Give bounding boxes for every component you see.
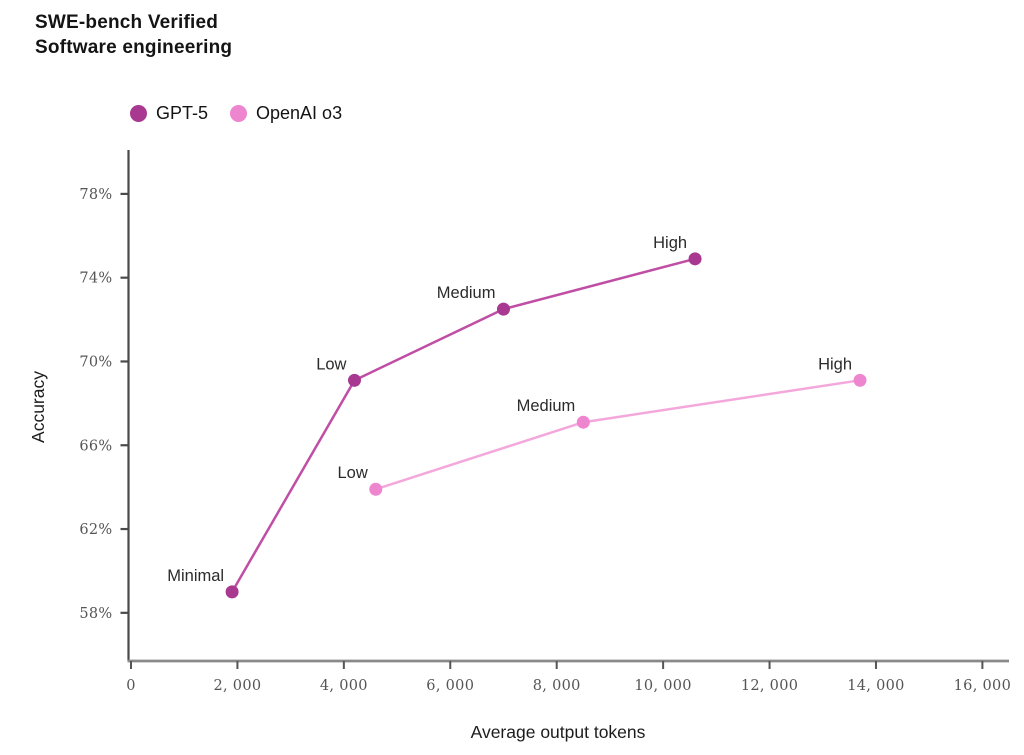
x-tick-label-2000: 2, 000 — [213, 678, 261, 694]
chart-legend: GPT-5 OpenAI o3 — [130, 103, 342, 124]
gpt-5-point-label-low: Low — [316, 355, 346, 373]
legend-dot-openai-o3-icon — [230, 105, 248, 122]
x-tick-label-8000: 8, 000 — [533, 678, 581, 694]
gpt-5-point-label-high: High — [653, 234, 687, 252]
y-axis-title: Accuracy — [28, 371, 48, 443]
gpt-5-point-high — [688, 252, 702, 266]
chart-title-line2: Software engineering — [35, 37, 233, 58]
x-tick-label-6000: 6, 000 — [426, 678, 474, 694]
y-tick-label-58: 58% — [79, 606, 112, 622]
chart-title-line1: SWE-bench Verified — [35, 12, 219, 33]
y-tick-label-78: 78% — [79, 187, 112, 203]
gpt-5-point-label-minimal: Minimal — [167, 567, 224, 585]
legend-label-gpt-5: GPT-5 — [156, 103, 209, 123]
x-tick-label-10000: 10, 000 — [634, 678, 691, 694]
x-tick-label-4000: 4, 000 — [320, 678, 368, 694]
legend-item-openai-o3: OpenAI o3 — [230, 103, 342, 124]
legend-dot-gpt-5-icon — [130, 105, 147, 122]
openai-o3-point-label-medium: Medium — [517, 397, 576, 415]
openai-o3-line — [374, 379, 862, 491]
gpt-5-point-low — [347, 373, 361, 387]
chart-title-block: SWE-bench Verified Software engineering — [35, 10, 232, 60]
legend-label-openai-o3: OpenAI o3 — [256, 103, 343, 123]
x-tick-label-0: 0 — [126, 678, 136, 694]
gpt-5-line — [230, 257, 697, 594]
gpt-5-point-minimal — [225, 585, 239, 599]
x-tick-label-16000: 16, 000 — [954, 678, 1011, 694]
openai-o3-point-low — [369, 482, 383, 496]
x-tick-label-14000: 14, 000 — [847, 678, 904, 694]
y-tick-label-70: 70% — [79, 354, 112, 370]
openai-o3-point-medium — [576, 415, 590, 429]
gpt-5-point-medium — [496, 302, 510, 316]
y-tick-label-74: 74% — [79, 271, 112, 287]
x-tick-label-12000: 12, 000 — [741, 678, 798, 694]
gpt-5-point-label-medium: Medium — [437, 284, 496, 302]
openai-o3-point-label-low: Low — [337, 464, 367, 482]
x-axis-title: Average output tokens — [471, 722, 646, 742]
openai-o3-point-high — [853, 373, 867, 387]
openai-o3-point-label-high: High — [818, 355, 852, 373]
y-tick-label-66: 66% — [79, 438, 112, 454]
y-tick-label-62: 62% — [79, 522, 112, 538]
legend-item-gpt-5: GPT-5 — [130, 103, 208, 124]
